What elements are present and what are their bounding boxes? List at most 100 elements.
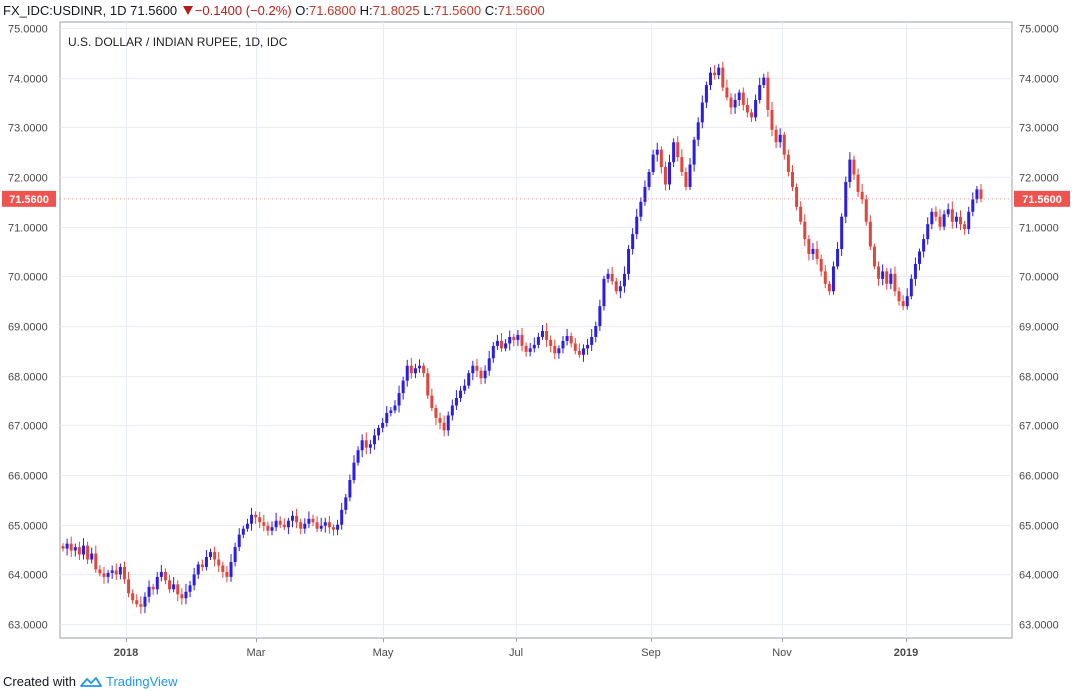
y-tick-label-right: 71.0000	[1019, 223, 1059, 235]
candle-body	[922, 239, 926, 252]
candle-body	[319, 525, 323, 529]
candle-body	[291, 515, 294, 521]
last-price-tag-left	[2, 190, 56, 207]
candle-body	[545, 330, 549, 340]
candle-body	[508, 336, 512, 344]
candle-body	[340, 509, 344, 525]
x-tick-label: 2019	[894, 647, 918, 659]
candle-body	[311, 518, 315, 523]
candle-body	[659, 149, 663, 168]
created-with-label: Created with	[3, 674, 76, 689]
candle-body	[147, 586, 151, 597]
y-tick-label-right: 70.0000	[1019, 272, 1059, 284]
y-tick-label-left: 67.0000	[8, 421, 48, 433]
candle-body	[286, 520, 290, 528]
candle-body	[532, 344, 536, 349]
candle-body	[135, 600, 139, 605]
candle-body	[413, 368, 417, 374]
candle-body	[196, 564, 200, 575]
candle-body	[454, 398, 458, 406]
candle-body	[463, 385, 467, 391]
tradingview-brand[interactable]: TradingView	[105, 674, 178, 689]
candle-body	[155, 576, 159, 590]
candle-body	[778, 134, 782, 143]
candle-body	[315, 522, 319, 529]
candle-body	[65, 543, 69, 549]
candle-body	[840, 216, 844, 250]
candle-body	[409, 365, 413, 374]
candle-body	[868, 221, 872, 247]
candle-body	[98, 569, 102, 574]
candle-body	[217, 559, 221, 566]
y-tick-label-right: 68.0000	[1019, 372, 1059, 384]
candle-body	[848, 159, 852, 182]
candle-body	[950, 209, 954, 222]
candle-body	[770, 109, 774, 130]
candle-body	[729, 97, 733, 108]
candle-body	[688, 164, 692, 187]
candle-body	[479, 370, 483, 379]
candle-body	[811, 249, 815, 254]
candle-body	[963, 224, 967, 230]
candle-body	[446, 415, 450, 431]
low-value: 71.5600	[434, 3, 482, 18]
candle-body	[877, 266, 881, 279]
candle-body	[938, 216, 942, 227]
last-price-label-left: 71.5600	[9, 194, 49, 206]
x-tick-label: Jul	[509, 647, 523, 659]
x-tick-label: Sep	[641, 647, 661, 659]
candle-body	[725, 87, 729, 98]
candle-body	[438, 417, 442, 423]
last-price: 71.5600	[130, 3, 178, 18]
candle-body	[737, 92, 741, 100]
y-tick-label-right: 73.0000	[1019, 123, 1059, 135]
candle-body	[704, 85, 708, 103]
candle-body	[696, 122, 700, 140]
x-tick-label: Mar	[247, 647, 266, 659]
candle-body	[790, 172, 794, 187]
candles	[61, 61, 983, 614]
candle-body	[893, 273, 897, 292]
candle-body	[754, 99, 758, 118]
price-change: −0.1400 (−0.2%)	[194, 3, 292, 18]
low-label: L:	[423, 3, 435, 18]
candle-body	[553, 345, 557, 354]
candle-body	[668, 162, 672, 185]
candle-body	[172, 584, 176, 590]
candle-body	[94, 553, 98, 570]
candle-body	[815, 249, 819, 259]
candle-body	[77, 547, 81, 555]
candle-body	[270, 527, 274, 531]
candle-body	[307, 518, 311, 524]
candle-body	[102, 573, 106, 577]
candle-body	[831, 266, 835, 292]
candle-body	[278, 520, 282, 525]
candle-body	[860, 191, 864, 200]
candle-body	[782, 134, 786, 155]
candle-body	[303, 523, 307, 529]
candle-body	[168, 580, 172, 590]
candle-body	[221, 565, 225, 572]
y-tick-label-right: 65.0000	[1019, 521, 1059, 533]
candle-body	[610, 273, 614, 282]
x-tick-label: 2018	[114, 647, 138, 659]
candle-body	[512, 336, 516, 340]
candle-body	[954, 216, 958, 222]
candle-body	[672, 142, 676, 163]
candle-body	[504, 343, 508, 349]
candle-body	[631, 234, 635, 250]
candle-body	[520, 334, 524, 346]
down-arrow-icon	[182, 6, 193, 16]
candle-body	[762, 77, 766, 86]
candle-body	[946, 209, 950, 215]
candle-body	[959, 216, 963, 225]
candle-body	[627, 249, 631, 274]
candle-body	[389, 410, 393, 413]
candle-body	[774, 129, 778, 143]
candle-body	[852, 159, 856, 175]
candle-body	[905, 296, 909, 307]
candle-body	[606, 273, 610, 279]
candle-body	[733, 99, 737, 108]
candle-body	[799, 206, 803, 222]
